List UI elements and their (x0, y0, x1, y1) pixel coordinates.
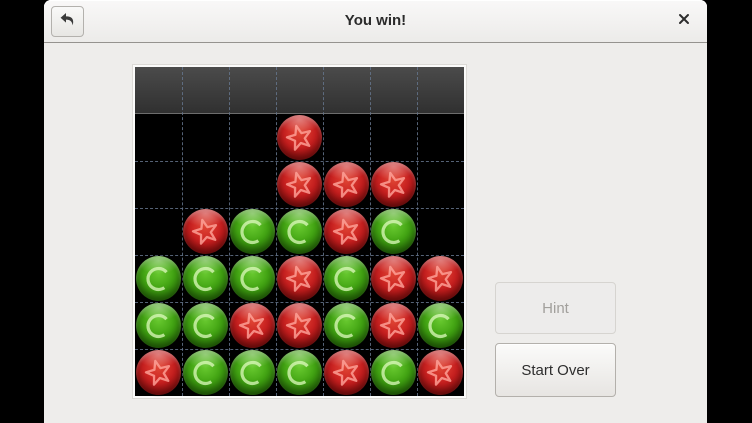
grid-line-horizontal (135, 302, 464, 303)
drop-zone (135, 67, 464, 114)
green-piece[interactable] (183, 303, 228, 348)
green-piece[interactable] (230, 209, 275, 254)
grid-line-vertical (229, 67, 230, 396)
green-piece[interactable] (277, 350, 322, 395)
hint-button[interactable]: Hint (495, 282, 616, 334)
window-title: You win! (344, 12, 407, 29)
green-piece[interactable] (183, 256, 228, 301)
red-piece[interactable] (277, 303, 322, 348)
red-piece[interactable] (277, 115, 322, 160)
grid-line-horizontal (135, 161, 464, 162)
game-board (133, 65, 466, 398)
back-button[interactable] (51, 6, 84, 37)
grid-line-vertical (417, 67, 418, 396)
green-piece[interactable] (136, 303, 181, 348)
grid-line-vertical (182, 67, 183, 396)
hint-button-label: Hint (542, 299, 569, 317)
green-piece[interactable] (183, 350, 228, 395)
red-piece[interactable] (418, 256, 463, 301)
start-over-button-label: Start Over (521, 361, 590, 379)
red-piece[interactable] (277, 256, 322, 301)
red-piece[interactable] (183, 209, 228, 254)
red-piece[interactable] (371, 256, 416, 301)
red-piece[interactable] (324, 350, 369, 395)
red-piece[interactable] (324, 162, 369, 207)
green-piece[interactable] (418, 303, 463, 348)
close-icon (678, 12, 690, 30)
back-arrow-icon (59, 12, 76, 32)
start-over-button[interactable]: Start Over (495, 343, 616, 397)
grid-line-vertical (370, 67, 371, 396)
green-piece[interactable] (324, 256, 369, 301)
grid-line-vertical (323, 67, 324, 396)
green-piece[interactable] (371, 350, 416, 395)
red-piece[interactable] (418, 350, 463, 395)
grid-line-horizontal (135, 208, 464, 209)
red-piece[interactable] (371, 162, 416, 207)
game-window: You win! Hint Start Over (44, 0, 707, 423)
header-bar[interactable]: You win! (44, 0, 707, 43)
red-piece[interactable] (371, 303, 416, 348)
red-piece[interactable] (324, 209, 369, 254)
grid-line-vertical (276, 67, 277, 396)
green-piece[interactable] (277, 209, 322, 254)
red-piece[interactable] (136, 350, 181, 395)
green-piece[interactable] (371, 209, 416, 254)
red-piece[interactable] (230, 303, 275, 348)
green-piece[interactable] (324, 303, 369, 348)
grid-line-horizontal (135, 255, 464, 256)
green-piece[interactable] (230, 256, 275, 301)
close-button[interactable] (676, 13, 692, 29)
green-piece[interactable] (230, 350, 275, 395)
red-piece[interactable] (277, 162, 322, 207)
grid-line-horizontal (135, 349, 464, 350)
green-piece[interactable] (136, 256, 181, 301)
